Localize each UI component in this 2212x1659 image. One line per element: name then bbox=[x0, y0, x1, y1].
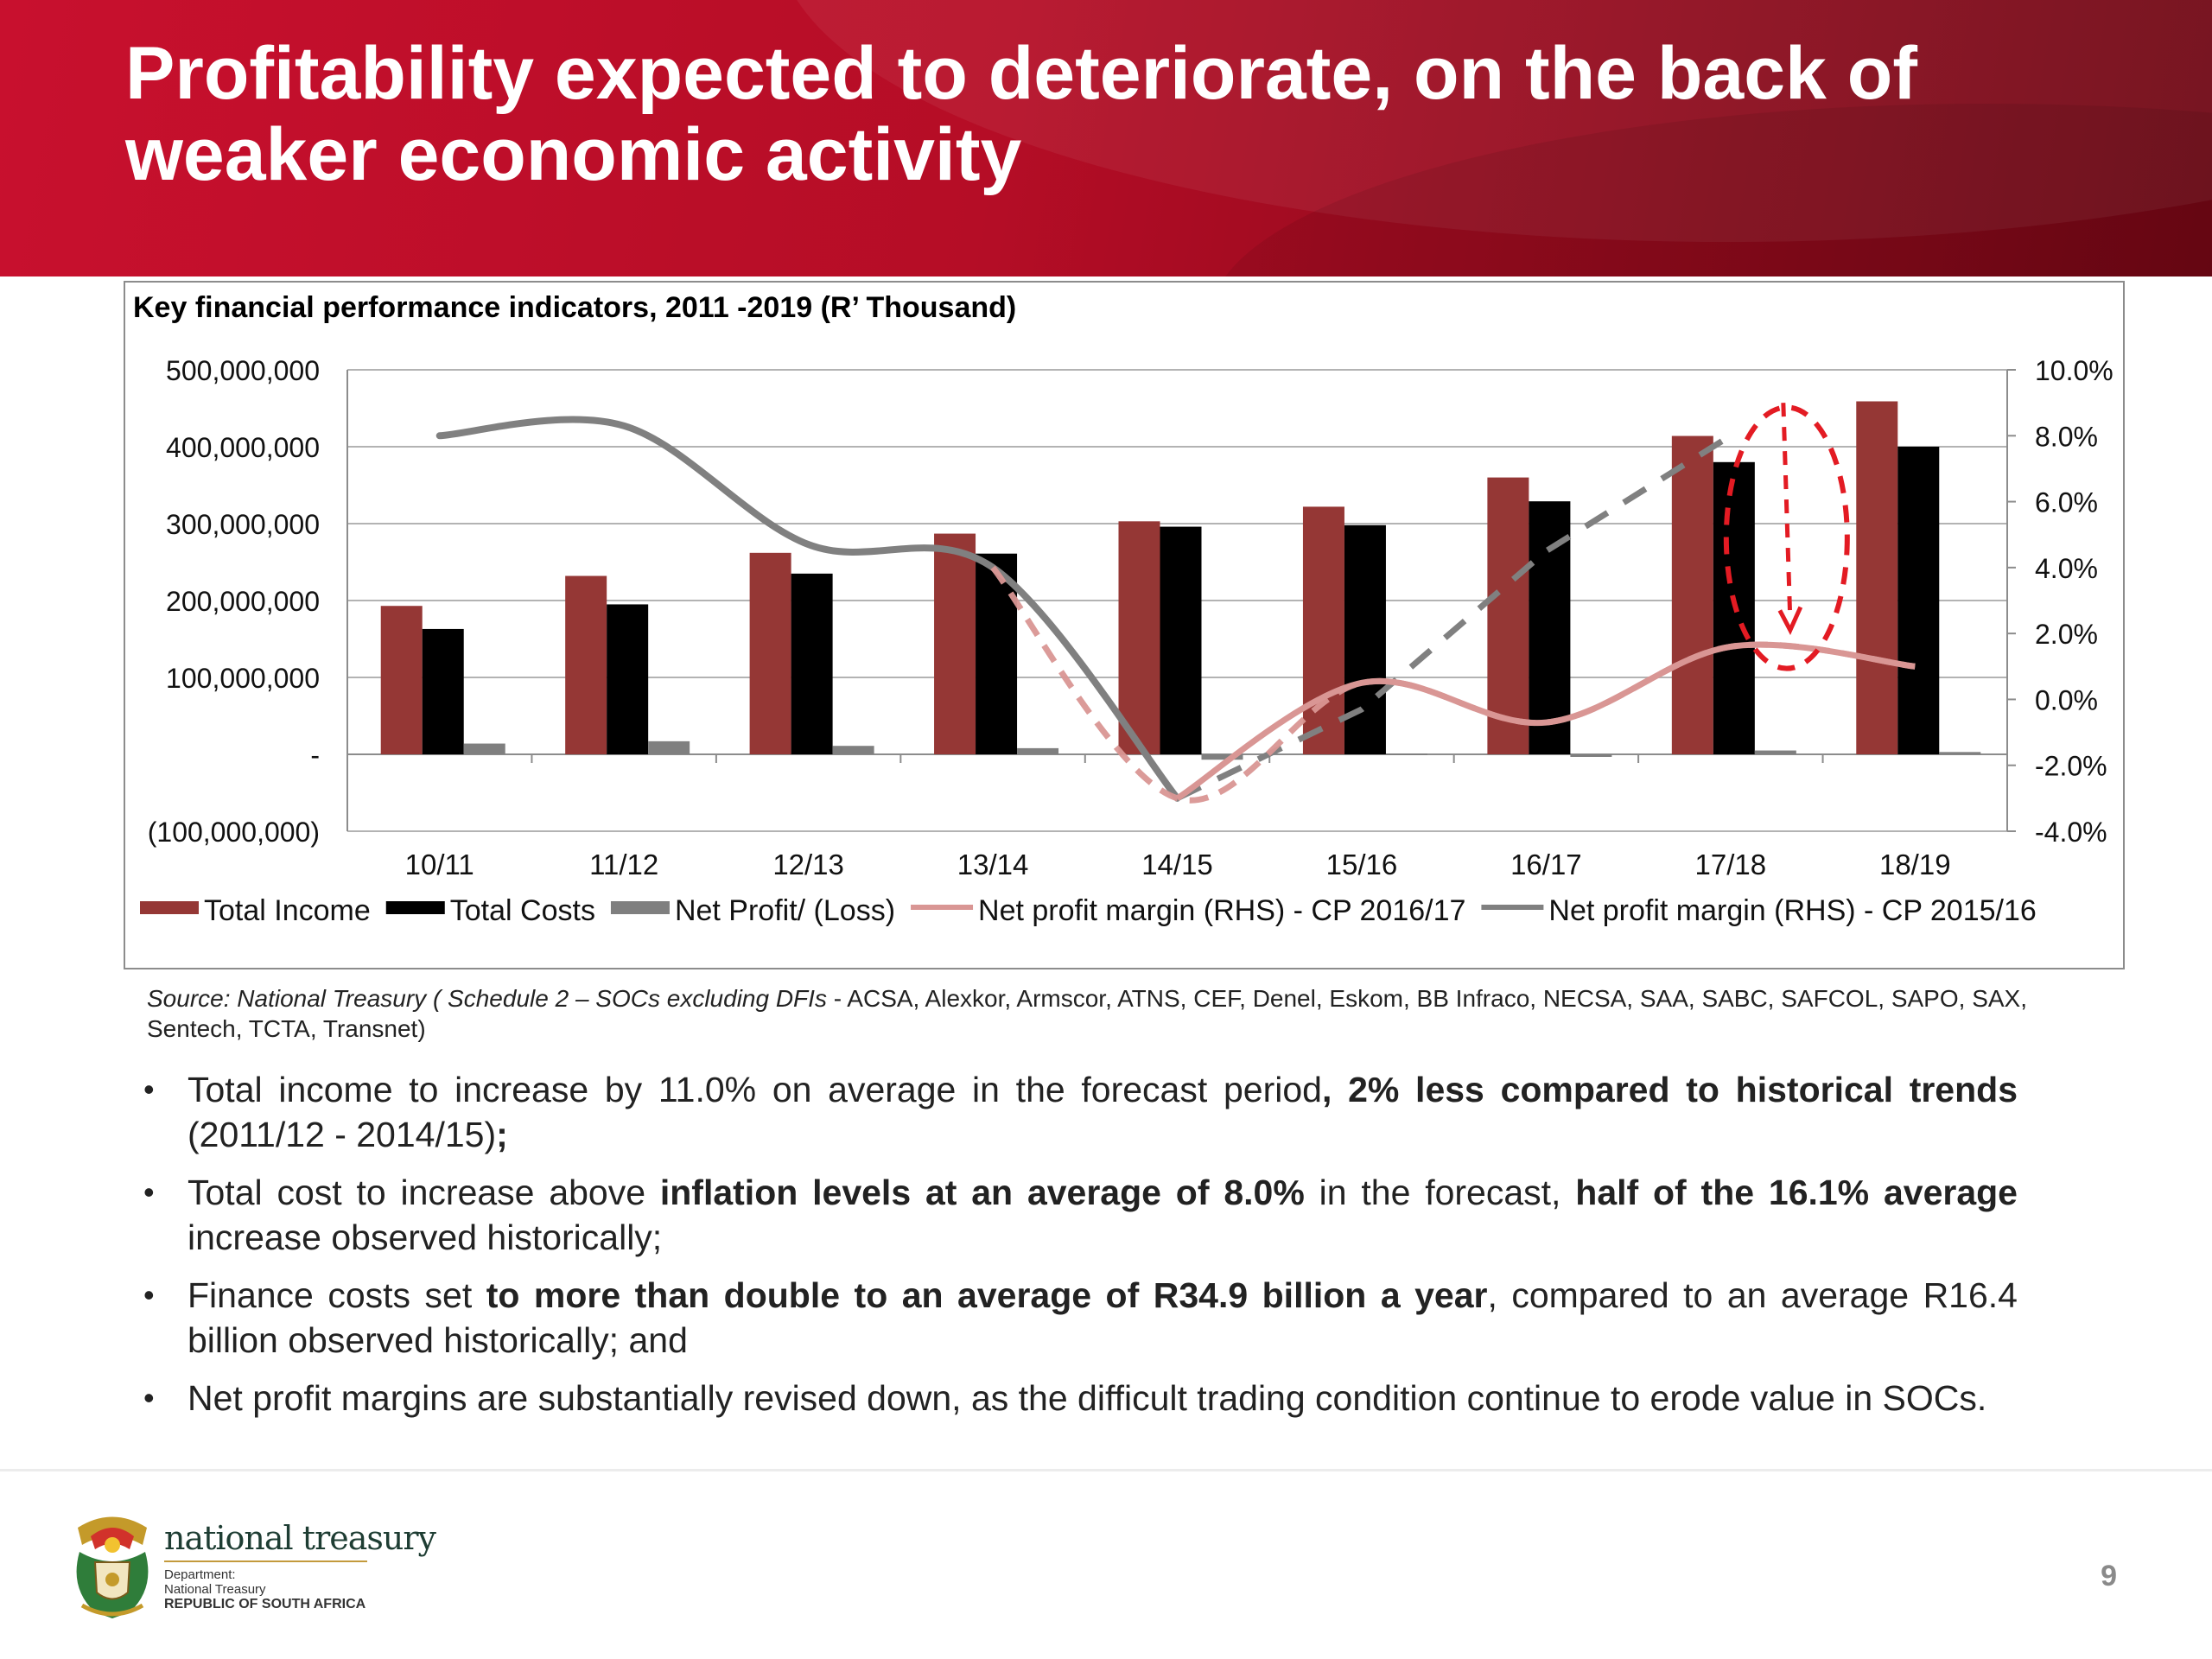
bar-total-costs bbox=[976, 553, 1018, 754]
legend-label: Total Costs bbox=[450, 894, 595, 927]
bullet-bold: half of the 16.1% average bbox=[1575, 1173, 2018, 1212]
dept-line: Department: bbox=[164, 1567, 236, 1582]
bar-total-costs bbox=[1344, 524, 1386, 754]
org-name: national treasury bbox=[164, 1519, 436, 1557]
bar-total-income bbox=[1118, 521, 1160, 754]
y-left-tick-label: 400,000,000 bbox=[166, 432, 320, 463]
y-right-tick-label: -4.0% bbox=[2035, 817, 2107, 848]
y-right-tick-label: 10.0% bbox=[2035, 355, 2113, 386]
bar-net-profit-loss- bbox=[1017, 747, 1059, 754]
y-right-tick-label: 4.0% bbox=[2035, 553, 2098, 584]
page-number: 9 bbox=[2101, 1560, 2117, 1592]
bullet-bold: , 2% less compared to historical trends bbox=[1321, 1070, 2018, 1109]
y-left-tick-label: 300,000,000 bbox=[166, 509, 320, 540]
bullet-text: Finance costs set bbox=[188, 1275, 486, 1315]
legend-label: Net profit margin (RHS) - CP 2016/17 bbox=[978, 894, 1465, 927]
x-tick-label: 17/18 bbox=[1695, 849, 1767, 880]
y-right-tick-label: 0.0% bbox=[2035, 684, 2098, 715]
x-tick-label: 18/19 bbox=[1879, 849, 1951, 880]
x-tick-label: 15/16 bbox=[1326, 849, 1398, 880]
bullet-item: Net profit margins are substantially rev… bbox=[138, 1376, 2018, 1421]
x-tick-label: 16/17 bbox=[1510, 849, 1582, 880]
bullet-bold: inflation levels at an average of 8.0% bbox=[659, 1173, 1305, 1212]
dept-line: National Treasury bbox=[164, 1582, 266, 1597]
chart-title: Key financial performance indicators, 20… bbox=[133, 291, 1017, 324]
x-tick-label: 11/12 bbox=[589, 849, 658, 880]
legend-label: Net Profit/ (Loss) bbox=[675, 894, 895, 927]
coat-of-arms-logo bbox=[76, 1516, 149, 1618]
x-tick-label: 10/11 bbox=[405, 849, 474, 880]
bar-total-income bbox=[1671, 435, 1713, 754]
y-left-tick-label: 100,000,000 bbox=[166, 663, 320, 694]
bullet-text: Net profit margins are substantially rev… bbox=[188, 1378, 1987, 1418]
bullet-bold: ; bbox=[496, 1115, 508, 1154]
bar-total-costs bbox=[422, 628, 464, 754]
bar-total-income bbox=[565, 575, 607, 754]
annotation-ellipse bbox=[1723, 404, 1850, 671]
legend-label: Total Income bbox=[204, 894, 371, 927]
bullet-text: Total income to increase by 11.0% on ave… bbox=[188, 1070, 1322, 1109]
legend-swatch bbox=[610, 901, 670, 914]
legend-swatch bbox=[385, 901, 445, 914]
bar-total-costs bbox=[607, 604, 649, 754]
annotation-arrow-head bbox=[1777, 606, 1803, 636]
legend-swatch bbox=[140, 901, 199, 914]
bar-total-income bbox=[380, 606, 423, 754]
source-italic: Source: National Treasury ( Schedule 2 –… bbox=[147, 985, 827, 1012]
bullet-item: Total cost to increase above inflation l… bbox=[138, 1170, 2018, 1260]
y-left-tick-label: 200,000,000 bbox=[166, 586, 320, 617]
y-right-tick-label: -2.0% bbox=[2035, 751, 2107, 782]
x-tick-label: 14/15 bbox=[1141, 849, 1213, 880]
bullet-list: Total income to increase by 11.0% on ave… bbox=[138, 1067, 2018, 1433]
bullet-text: increase observed historically; bbox=[188, 1217, 663, 1257]
org-department: Department: National Treasury REPUBLIC O… bbox=[164, 1567, 365, 1611]
y-left-tick-label: (100,000,000) bbox=[148, 817, 320, 848]
bar-total-income bbox=[1856, 401, 1898, 754]
bar-net-profit-loss- bbox=[1754, 750, 1796, 754]
bullet-text: in the forecast, bbox=[1304, 1173, 1576, 1212]
annotation-arrow-shaft bbox=[1781, 403, 1793, 620]
bar-net-profit-loss- bbox=[463, 743, 505, 754]
source-text: - ACSA, Alexkor, Armscor, ATNS, CEF, Den… bbox=[147, 985, 2028, 1042]
bar-net-profit-loss- bbox=[648, 741, 690, 754]
y-right-tick-label: 6.0% bbox=[2035, 487, 2098, 518]
y-right-tick-label: 2.0% bbox=[2035, 619, 2098, 650]
line-net-profit-margin-cp-2015-16-dashed bbox=[1175, 433, 1732, 802]
dept-country: REPUBLIC OF SOUTH AFRICA bbox=[164, 1597, 366, 1611]
bar-net-profit-loss- bbox=[1385, 753, 1427, 755]
bar-total-costs bbox=[1897, 447, 1940, 754]
bar-total-costs bbox=[791, 573, 833, 754]
bullet-text: , compared to an average R16.4 billion o… bbox=[188, 1275, 2018, 1360]
bar-total-income bbox=[934, 533, 976, 754]
bar-total-income bbox=[1487, 477, 1529, 754]
x-tick-label: 12/13 bbox=[772, 849, 844, 880]
slide-title: Profitability expected to deteriorate, o… bbox=[125, 32, 1917, 196]
bar-total-income bbox=[1302, 506, 1344, 754]
bar-net-profit-loss- bbox=[1939, 752, 1981, 755]
bar-net-profit-loss- bbox=[832, 746, 874, 754]
legend-label: Net profit margin (RHS) - CP 2015/16 bbox=[1548, 894, 2036, 927]
y-left-tick-label: 500,000,000 bbox=[166, 355, 320, 386]
bullet-item: Finance costs set to more than double to… bbox=[138, 1273, 2018, 1363]
footer-divider bbox=[0, 1469, 2212, 1471]
bullet-bold: to more than double to an average of R34… bbox=[486, 1275, 1488, 1315]
chart-canvas: (100,000,000) - 100,000,000 200,000,000 300,… bbox=[140, 355, 2113, 927]
org-underline bbox=[164, 1560, 367, 1562]
bar-net-profit-loss- bbox=[1570, 754, 1612, 757]
line-net-profit-margin-cp-2016-17 bbox=[1175, 641, 1916, 801]
y-right-tick-label: 8.0% bbox=[2035, 421, 2098, 452]
title-banner bbox=[0, 0, 2212, 276]
bar-net-profit-loss- bbox=[1201, 754, 1243, 760]
source-note: Source: National Treasury ( Schedule 2 –… bbox=[147, 983, 2048, 1044]
bar-total-income bbox=[749, 552, 791, 754]
y-left-tick-label: - bbox=[310, 740, 320, 771]
line-net-profit-margin-cp-2015-16 bbox=[435, 416, 1181, 802]
bar-total-costs bbox=[1160, 526, 1202, 754]
bullet-text: Total cost to increase above bbox=[188, 1173, 660, 1212]
bullet-text: (2011/12 - 2014/15) bbox=[188, 1115, 497, 1154]
bullet-item: Total income to increase by 11.0% on ave… bbox=[138, 1067, 2018, 1157]
x-tick-label: 13/14 bbox=[957, 849, 1029, 880]
